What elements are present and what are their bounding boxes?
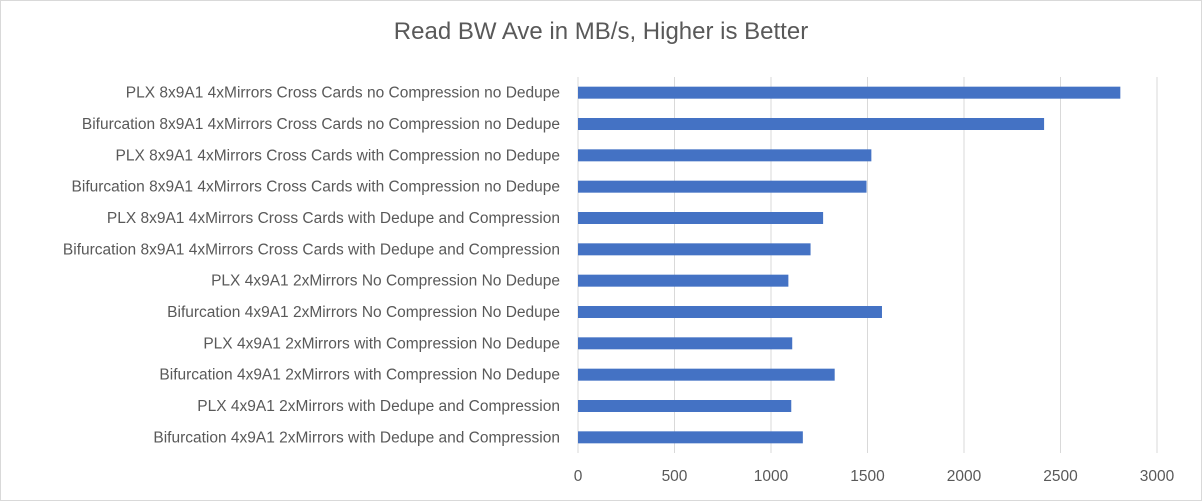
- category-label: Bifurcation 4x9A1 2xMirrors with Compres…: [159, 367, 560, 384]
- bar: [578, 337, 793, 350]
- x-tick-label: 1500: [850, 468, 885, 485]
- x-tick-label: 500: [662, 468, 688, 485]
- x-tick-label: 1000: [754, 468, 789, 485]
- bar: [578, 180, 867, 193]
- category-label: Bifurcation 4x9A1 2xMirrors with Dedupe …: [153, 429, 560, 446]
- bar: [578, 149, 872, 162]
- bar: [578, 368, 835, 381]
- bar: [578, 118, 1045, 130]
- category-label: PLX 8x9A1 4xMirrors Cross Cards with Com…: [115, 147, 560, 164]
- category-label: PLX 8x9A1 4xMirrors Cross Cards with Ded…: [107, 210, 560, 227]
- category-label: Bifurcation 4x9A1 2xMirrors No Compressi…: [167, 304, 560, 321]
- category-label: PLX 4x9A1 2xMirrors with Compression No …: [203, 335, 560, 352]
- category-label: PLX 8x9A1 4xMirrors Cross Cards no Compr…: [126, 85, 560, 102]
- bar: [578, 274, 789, 287]
- bar: [578, 243, 811, 256]
- category-label: Bifurcation 8x9A1 4xMirrors Cross Cards …: [82, 116, 560, 133]
- category-label: Bifurcation 8x9A1 4xMirrors Cross Cards …: [63, 241, 560, 258]
- x-tick-label: 2500: [1043, 468, 1078, 485]
- x-tick-label: 3000: [1140, 468, 1175, 485]
- category-label: PLX 4x9A1 2xMirrors No Compression No De…: [211, 273, 560, 290]
- bar: [578, 306, 882, 318]
- category-label: PLX 4x9A1 2xMirrors with Dedupe and Comp…: [197, 398, 560, 415]
- x-tick-label: 2000: [947, 468, 982, 485]
- bar: [578, 86, 1121, 99]
- chart-title: Read BW Ave in MB/s, Higher is Better: [393, 18, 809, 45]
- bar: [578, 400, 792, 412]
- category-label: Bifurcation 8x9A1 4xMirrors Cross Cards …: [72, 179, 560, 196]
- bar: [578, 212, 824, 224]
- bar: [578, 431, 803, 444]
- x-tick-label: 0: [574, 468, 583, 485]
